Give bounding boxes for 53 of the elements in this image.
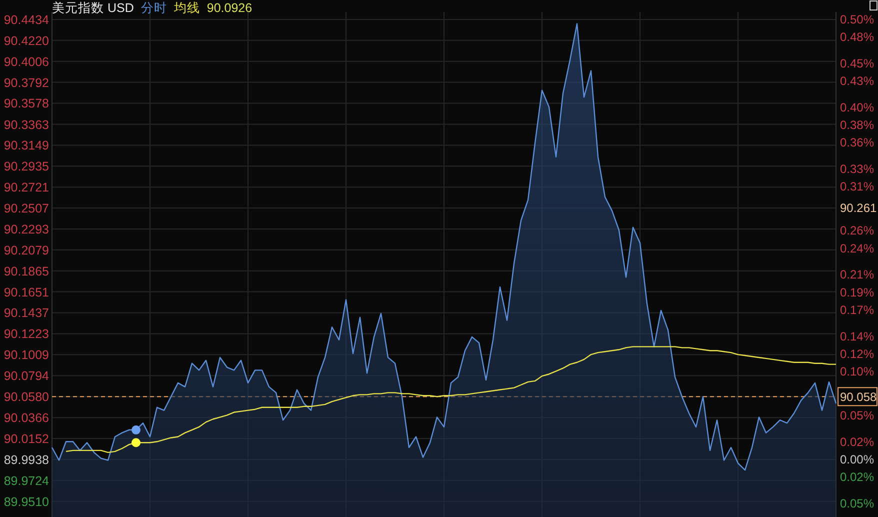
y-tick-label: 90.2079 xyxy=(4,243,50,258)
y-tick-label: 90.3363 xyxy=(4,118,50,132)
y-tick-label: 90.3792 xyxy=(4,76,50,90)
y2-tick-label: 0.05% xyxy=(840,408,874,422)
y-tick-label: 90.1009 xyxy=(4,348,50,362)
y-tick-label: 90.1865 xyxy=(4,264,50,278)
y2-tick-label: 0.36% xyxy=(840,136,874,150)
y2-tick-label: 0.31% xyxy=(840,180,874,194)
annotation: 90.0926 xyxy=(206,1,252,15)
y-tick-label: 90.2935 xyxy=(4,160,50,174)
y-tick-label: 90.3149 xyxy=(4,138,50,153)
text: 90.261 xyxy=(840,201,878,215)
y2-tick-label: 0.12% xyxy=(840,346,874,361)
y-tick-label: 89.9938 xyxy=(4,452,50,467)
y2-tick-label: 0.38% xyxy=(840,118,874,132)
chart-title: 美元指数 USD xyxy=(52,0,134,15)
y-tick-label: 90.1437 xyxy=(4,306,50,320)
y-tick-label: 90.0580 xyxy=(4,390,50,404)
y2-tick-label: 0.26% xyxy=(840,224,874,238)
y2-tick-label: 0.10% xyxy=(840,364,874,378)
y2-tick-label: 0.40% xyxy=(840,100,874,114)
y2-tick-label: 0.14% xyxy=(840,329,874,344)
y2-tick-label: 0.02% xyxy=(840,470,874,484)
y2-tick-label: 0.43% xyxy=(840,74,874,88)
y-tick-label: 90.0794 xyxy=(4,369,50,384)
y-tick-label: 90.3578 xyxy=(4,96,50,111)
y-tick-label: 90.4434 xyxy=(4,12,50,27)
y-tick-label: 90.0366 xyxy=(4,411,50,426)
y2-tick-label: 0.05% xyxy=(840,496,874,511)
y-tick-label: 89.9510 xyxy=(4,494,50,509)
y2-tick-label: 0.48% xyxy=(840,30,874,44)
y-tick-label: 90.4006 xyxy=(4,54,50,69)
y-tick-label: 90.2507 xyxy=(4,202,50,216)
y2-tick-label: 0.02% xyxy=(840,434,874,449)
text: 均线 xyxy=(172,1,200,15)
y-tick-label: 90.4220 xyxy=(4,34,50,48)
y2-tick-label: 0.21% xyxy=(840,268,874,282)
y-tick-label: 90.1223 xyxy=(4,327,50,342)
y-tick-label: 90.2721 xyxy=(4,180,50,195)
y2-tick-label: 0.17% xyxy=(840,302,874,317)
y2-tick-label: 0.24% xyxy=(840,241,874,256)
y-tick-label: 90.0152 xyxy=(4,432,50,446)
y2-tick-label: 0.45% xyxy=(840,56,874,70)
line-series xyxy=(65,346,837,454)
y-tick-label: 90.2293 xyxy=(4,222,50,236)
y2-tick-label: 0.33% xyxy=(840,162,874,176)
y-tick-label: 90.1651 xyxy=(4,285,50,300)
ref-line-label: 90.058 xyxy=(840,390,878,404)
y2-tick-label: 0.50% xyxy=(840,12,874,26)
y-tick-label: 89.9724 xyxy=(4,474,50,488)
y2-tick-label: 0.00% xyxy=(840,452,874,466)
text: 分时 xyxy=(140,1,167,15)
y2-tick-label: 0.19% xyxy=(840,285,874,300)
